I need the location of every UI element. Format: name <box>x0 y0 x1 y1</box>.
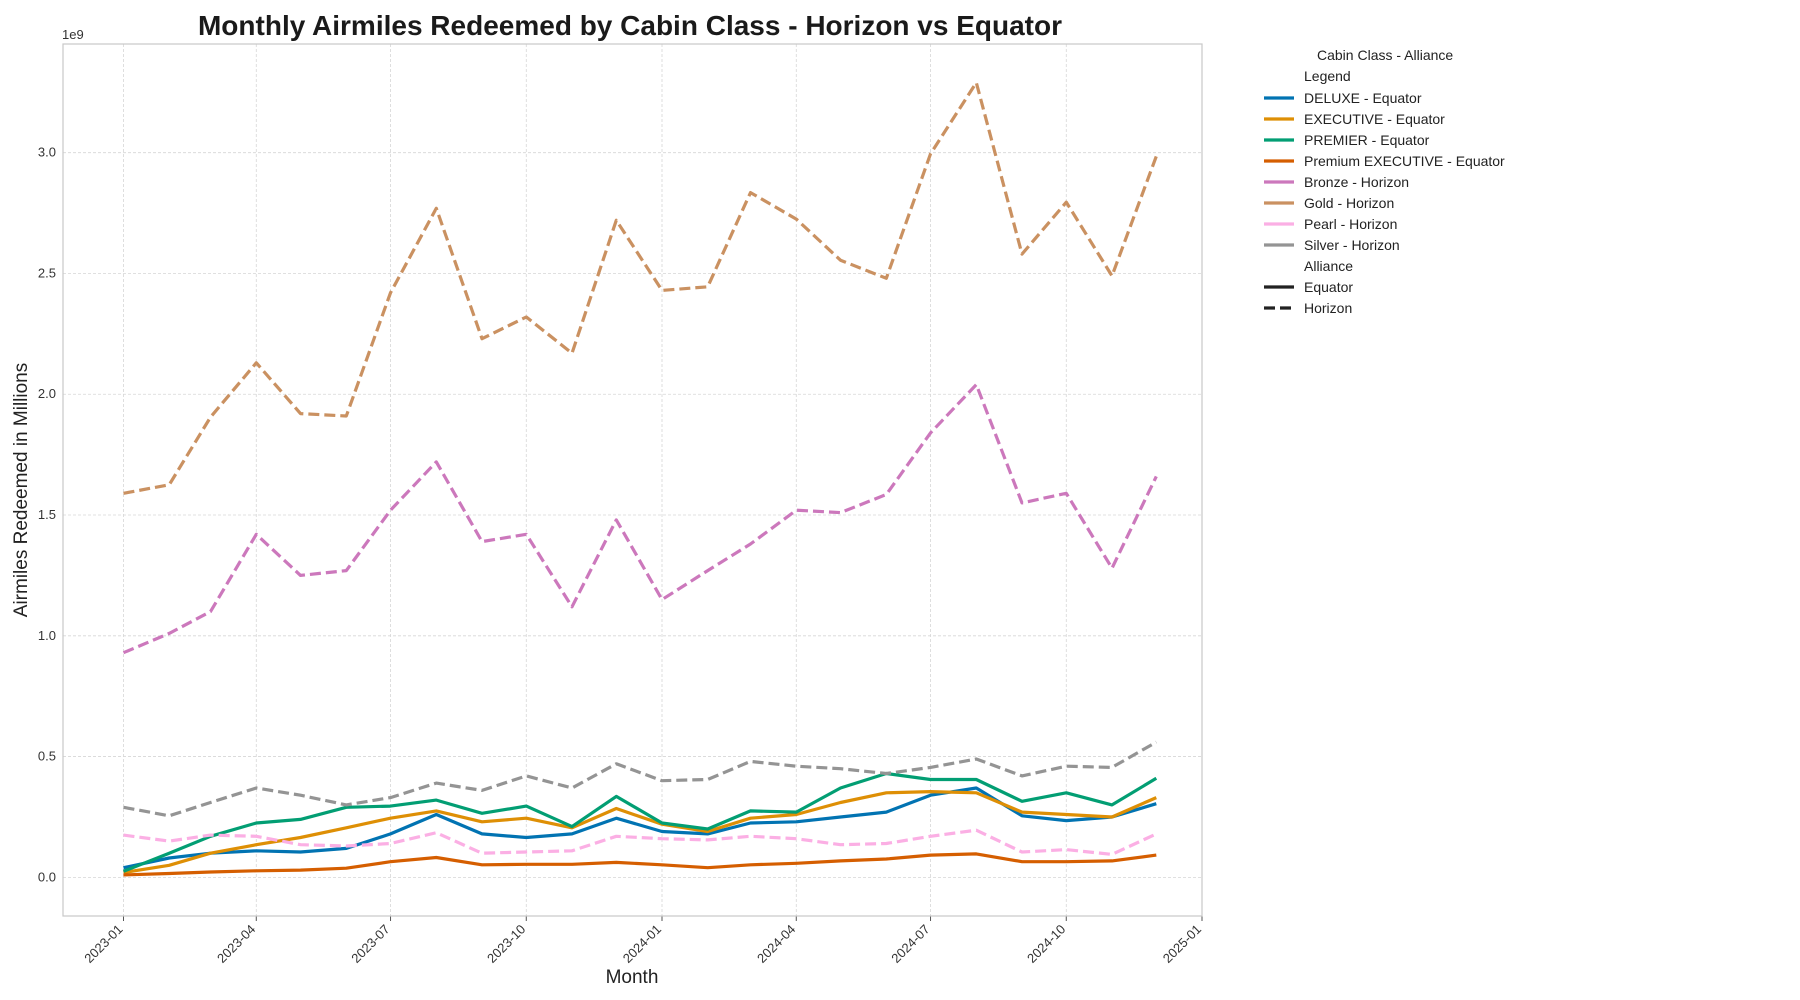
legend-item: Premium EXECUTIVE - Equator <box>1264 153 1505 169</box>
legend-subheader-cabin: Legend <box>1304 68 1351 84</box>
chart-title: Monthly Airmiles Redeemed by Cabin Class… <box>198 10 1062 41</box>
legend-item: Pearl - Horizon <box>1264 216 1397 232</box>
y-tick-label: 0.0 <box>38 869 56 884</box>
y-tick-label: 3.0 <box>38 145 56 160</box>
legend-item: Silver - Horizon <box>1264 237 1400 253</box>
series-line-executive-equator <box>123 789 1157 875</box>
legend-label: Silver - Horizon <box>1304 237 1400 253</box>
y-tick-label: 2.5 <box>38 265 56 280</box>
legend-label: DELUXE - Equator <box>1304 90 1422 106</box>
series-line-silver-horizon <box>123 740 1158 818</box>
axes-layer: 0.0 0.5 1.0 1.5 2.0 2.5 3.0 2023-01 2023-04 2023-… <box>38 43 1204 966</box>
series-line-deluxe-equator <box>123 786 1157 870</box>
y-tick-label: 1.5 <box>38 507 56 522</box>
series-line-pearl-horizon <box>123 828 1157 857</box>
legend-style-label: Equator <box>1304 279 1353 295</box>
y-tick-label: 2.0 <box>38 386 56 401</box>
y-tick-label: 1.0 <box>38 628 56 643</box>
legend-label: Bronze - Horizon <box>1304 174 1409 190</box>
x-tick-label: 2024-07 <box>888 922 932 966</box>
grid-layer <box>63 44 1203 916</box>
legend-item: EXECUTIVE - Equator <box>1264 111 1445 127</box>
legend-item: Bronze - Horizon <box>1264 174 1409 190</box>
legend: Cabin Class - Alliance Legend DELUXE - E… <box>1264 47 1505 316</box>
x-tick-label: 2023-01 <box>81 922 125 966</box>
x-tick-label: 2024-10 <box>1024 922 1068 966</box>
series-line-premium-executive-equator <box>123 852 1157 877</box>
legend-subheader-alliance: Alliance <box>1304 258 1353 274</box>
legend-label: Premium EXECUTIVE - Equator <box>1304 153 1505 169</box>
legend-item: DELUXE - Equator <box>1264 90 1422 106</box>
y-axis-label: Airmiles Redeemed in Millions <box>11 363 32 617</box>
x-tick-label: 2025-01 <box>1160 922 1204 966</box>
x-axis-label: Month <box>606 967 659 988</box>
legend-style-item: Equator <box>1264 279 1353 295</box>
x-tick-label: 2023-04 <box>214 922 258 966</box>
y-tick-label: 0.5 <box>38 749 56 764</box>
legend-title: Cabin Class - Alliance <box>1317 47 1453 63</box>
legend-label: PREMIER - Equator <box>1304 132 1430 148</box>
legend-series-entries: DELUXE - Equator EXECUTIVE - Equator PREMI… <box>1264 90 1505 253</box>
series-layer <box>122 80 1158 877</box>
x-tick-label: 2023-07 <box>348 922 392 966</box>
x-tick-label: 2023-10 <box>484 922 528 966</box>
legend-style-item: Horizon <box>1264 300 1352 316</box>
plot-frame <box>62 43 1203 917</box>
y-offset-text: 1e9 <box>62 27 84 42</box>
x-tick-label: 2024-04 <box>754 922 798 966</box>
series-line-bronze-horizon <box>122 383 1158 655</box>
legend-label: EXECUTIVE - Equator <box>1304 111 1445 127</box>
legend-label: Gold - Horizon <box>1304 195 1394 211</box>
legend-style-entries: Equator Horizon <box>1264 279 1353 316</box>
x-tick-label: 2024-01 <box>620 922 664 966</box>
legend-item: Gold - Horizon <box>1264 195 1394 211</box>
legend-style-label: Horizon <box>1304 300 1352 316</box>
legend-item: PREMIER - Equator <box>1264 132 1430 148</box>
legend-label: Pearl - Horizon <box>1304 216 1397 232</box>
series-line-gold-horizon <box>123 80 1158 495</box>
series-line-premier-equator <box>122 771 1158 873</box>
